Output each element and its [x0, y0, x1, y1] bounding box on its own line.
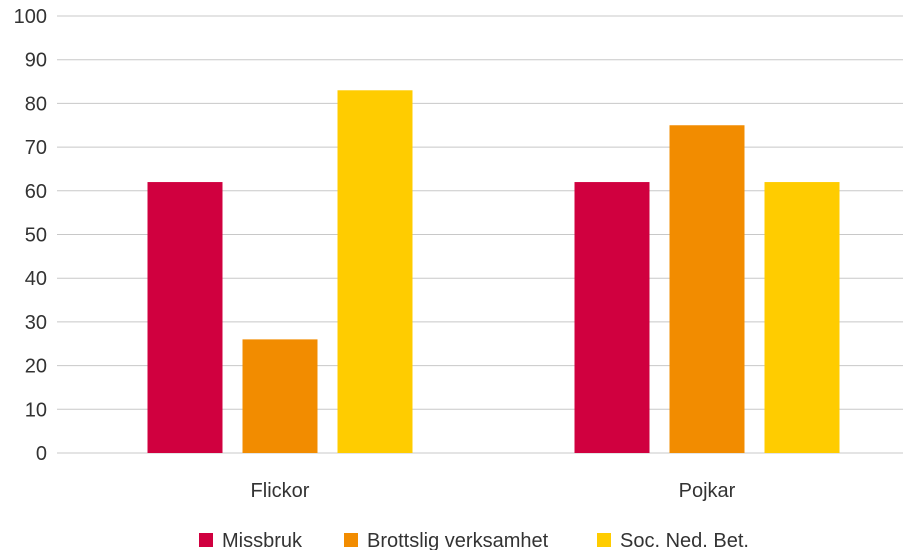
- legend-label: Soc. Ned. Bet.: [620, 530, 749, 550]
- bar-pojkar-1: [574, 182, 650, 453]
- y-tick-label: 40: [25, 268, 47, 290]
- legend: Missbruk Brottslig verksamhet Soc. Ned. Be…: [199, 530, 749, 550]
- y-tick-label: 20: [25, 356, 47, 378]
- legend-swatch: [597, 533, 611, 547]
- y-tick-label: 70: [25, 137, 47, 159]
- y-tick-label: 80: [25, 93, 47, 115]
- x-category-label: Pojkar: [679, 480, 736, 502]
- bar-flickor-3: [337, 90, 413, 453]
- y-tick-label: 30: [25, 312, 47, 334]
- bar-flickor-1: [147, 182, 223, 453]
- y-tick-label: 90: [25, 50, 47, 72]
- bar-flickor-2: [242, 339, 318, 453]
- legend-label: Missbruk: [222, 530, 303, 550]
- y-tick-label: 10: [25, 399, 47, 421]
- y-tick-label: 50: [25, 225, 47, 247]
- legend-label: Brottslig verksamhet: [367, 530, 549, 550]
- y-axis-tick-labels: 0 10 20 30 40 50 60 70 80 90 100: [14, 6, 47, 465]
- bars: [147, 90, 840, 453]
- y-tick-label: 100: [14, 6, 47, 28]
- x-axis-category-labels: Flickor Pojkar: [251, 480, 736, 502]
- legend-swatch: [199, 533, 213, 547]
- legend-swatch: [344, 533, 358, 547]
- y-tick-label: 0: [36, 443, 47, 465]
- bar-pojkar-3: [764, 182, 840, 453]
- x-category-label: Flickor: [251, 480, 310, 502]
- bar-pojkar-2: [669, 125, 745, 453]
- y-tick-label: 60: [25, 181, 47, 203]
